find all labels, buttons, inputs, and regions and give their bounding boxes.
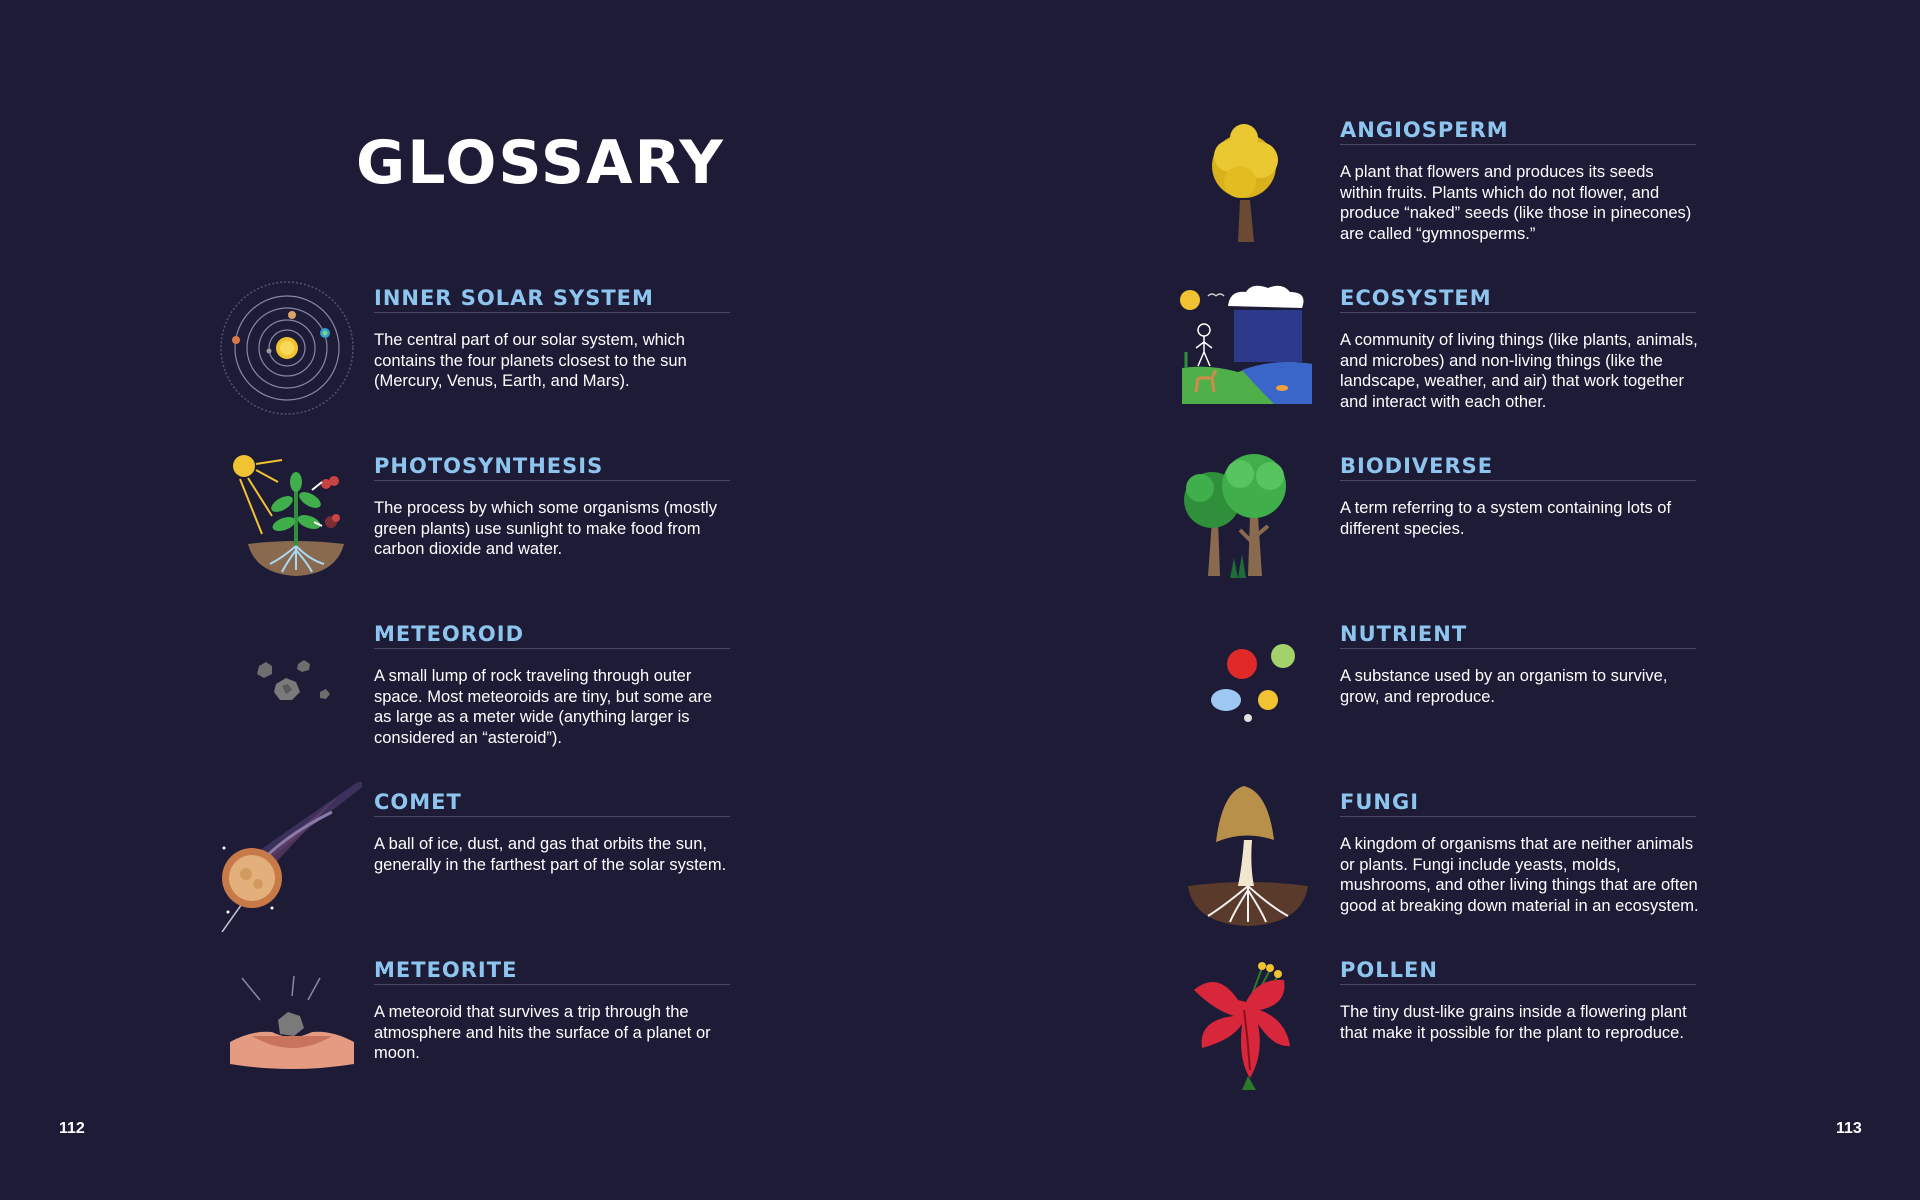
nutrient-dots-icon [1178, 614, 1328, 764]
entry-term: INNER SOLAR SYSTEM [374, 286, 730, 313]
ecosystem-scene-icon [1178, 278, 1328, 428]
page-number: 112 [59, 1120, 85, 1137]
entry-definition: A substance used by an organism to survi… [1340, 667, 1668, 706]
yellow-tree-icon [1178, 110, 1328, 260]
glossary-entry: ECOSYSTEM A community of living things (… [1178, 278, 1920, 428]
page-number: 113 [1836, 1120, 1862, 1137]
glossary-entry: POLLEN The tiny dust-like grains inside … [1178, 950, 1920, 1100]
entry-definition: A kingdom of organisms that are neither … [1340, 835, 1699, 915]
glossary-entry: COMET A ball of ice, dust, and gas that … [212, 782, 992, 932]
entry-term: FUNGI [1340, 790, 1696, 817]
glossary-entry: BIODIVERSE A term referring to a system … [1178, 446, 1920, 596]
entry-definition: A ball of ice, dust, and gas that orbits… [374, 835, 727, 874]
glossary-entry: ANGIOSPERM A plant that flowers and prod… [1178, 110, 1920, 260]
entry-term: ANGIOSPERM [1340, 118, 1696, 145]
entry-term: POLLEN [1340, 958, 1696, 985]
glossary-entry: FUNGI A kingdom of organisms that are ne… [1178, 782, 1920, 932]
comet-icon [212, 782, 362, 932]
entry-definition: The process by which some organisms (mos… [374, 499, 717, 558]
left-page: GLOSSARY INNER SOLAR SYSTEM The central … [59, 128, 730, 1137]
entry-term: METEORITE [374, 958, 730, 985]
entry-term: ECOSYSTEM [1340, 286, 1696, 313]
entry-term: BIODIVERSE [1340, 454, 1696, 481]
entry-term: NUTRIENT [1340, 622, 1696, 649]
mushroom-icon [1178, 782, 1328, 932]
entry-definition: The tiny dust-like grains inside a flowe… [1340, 1003, 1687, 1042]
forest-trees-icon [1178, 446, 1328, 596]
glossary-entry: PHOTOSYNTHESIS The process by which some… [212, 446, 992, 596]
glossary-entry: METEOROID A small lump of rock traveling… [212, 614, 992, 764]
meteorite-crater-icon [212, 950, 362, 1100]
glossary-entry: NUTRIENT A substance used by an organism… [1178, 614, 1920, 764]
entry-term: PHOTOSYNTHESIS [374, 454, 730, 481]
plant-sun-icon [212, 446, 362, 596]
page-title: GLOSSARY [356, 128, 725, 198]
entry-definition: A small lump of rock traveling through o… [374, 667, 713, 747]
entry-definition: A community of living things (like plant… [1340, 331, 1698, 411]
right-page: ANGIOSPERM A plant that flowers and prod… [960, 0, 1920, 1200]
entry-term: COMET [374, 790, 730, 817]
red-flower-icon [1178, 950, 1328, 1100]
meteoroid-rocks-icon [212, 614, 362, 764]
entry-term: METEOROID [374, 622, 730, 649]
solar-system-icon [212, 278, 362, 428]
entry-definition: A plant that flowers and produces its se… [1340, 163, 1692, 243]
glossary-entry: INNER SOLAR SYSTEM The central part of o… [212, 278, 992, 428]
entry-definition: The central part of our solar system, wh… [374, 331, 687, 390]
entry-definition: A meteoroid that survives a trip through… [374, 1003, 711, 1062]
entry-definition: A term referring to a system containing … [1340, 499, 1672, 538]
glossary-entry: METEORITE A meteoroid that survives a tr… [212, 950, 992, 1100]
